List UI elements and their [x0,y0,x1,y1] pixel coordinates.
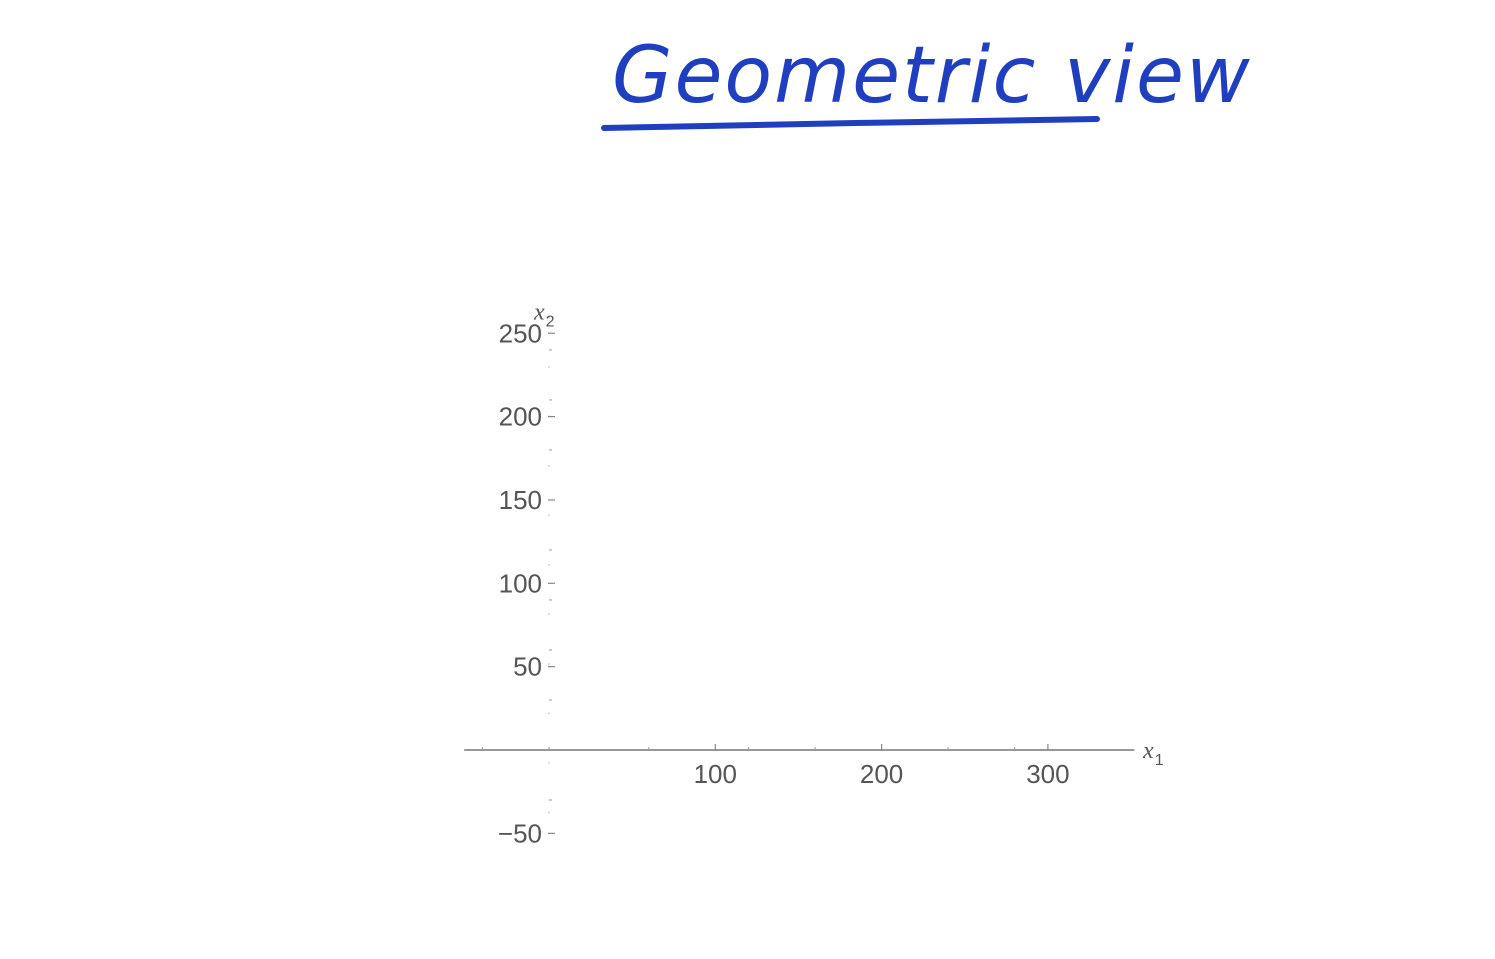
x-tick-label: 100 [694,759,737,789]
y-axis-ticks: −50 50 100 150 200 250 [498,318,555,848]
title-group: Geometric view [601,31,1252,131]
title-underline [601,116,1100,131]
y-tick-label: 250 [499,318,542,348]
y-tick-label: 50 [513,652,542,682]
y-axis-label-base: x [533,300,545,326]
x-tick-label: 200 [860,759,903,789]
x-axis-ticks: 100 200 300 [481,744,1070,789]
y-axis-label: x2 [533,300,555,331]
x-tick-label: 300 [1026,759,1069,789]
x-axis-label: x1 [1142,738,1164,769]
y-tick-label: 150 [499,485,542,515]
y-tick-label: −50 [498,818,542,848]
y-tick-label: 100 [499,568,542,598]
y-tick-label: 200 [499,402,542,432]
x-axis-label-subscript: 1 [1155,752,1164,769]
page-title: Geometric view [612,31,1252,121]
y-axis-label-subscript: 2 [546,314,555,331]
x-axis-label-base: x [1142,738,1154,764]
